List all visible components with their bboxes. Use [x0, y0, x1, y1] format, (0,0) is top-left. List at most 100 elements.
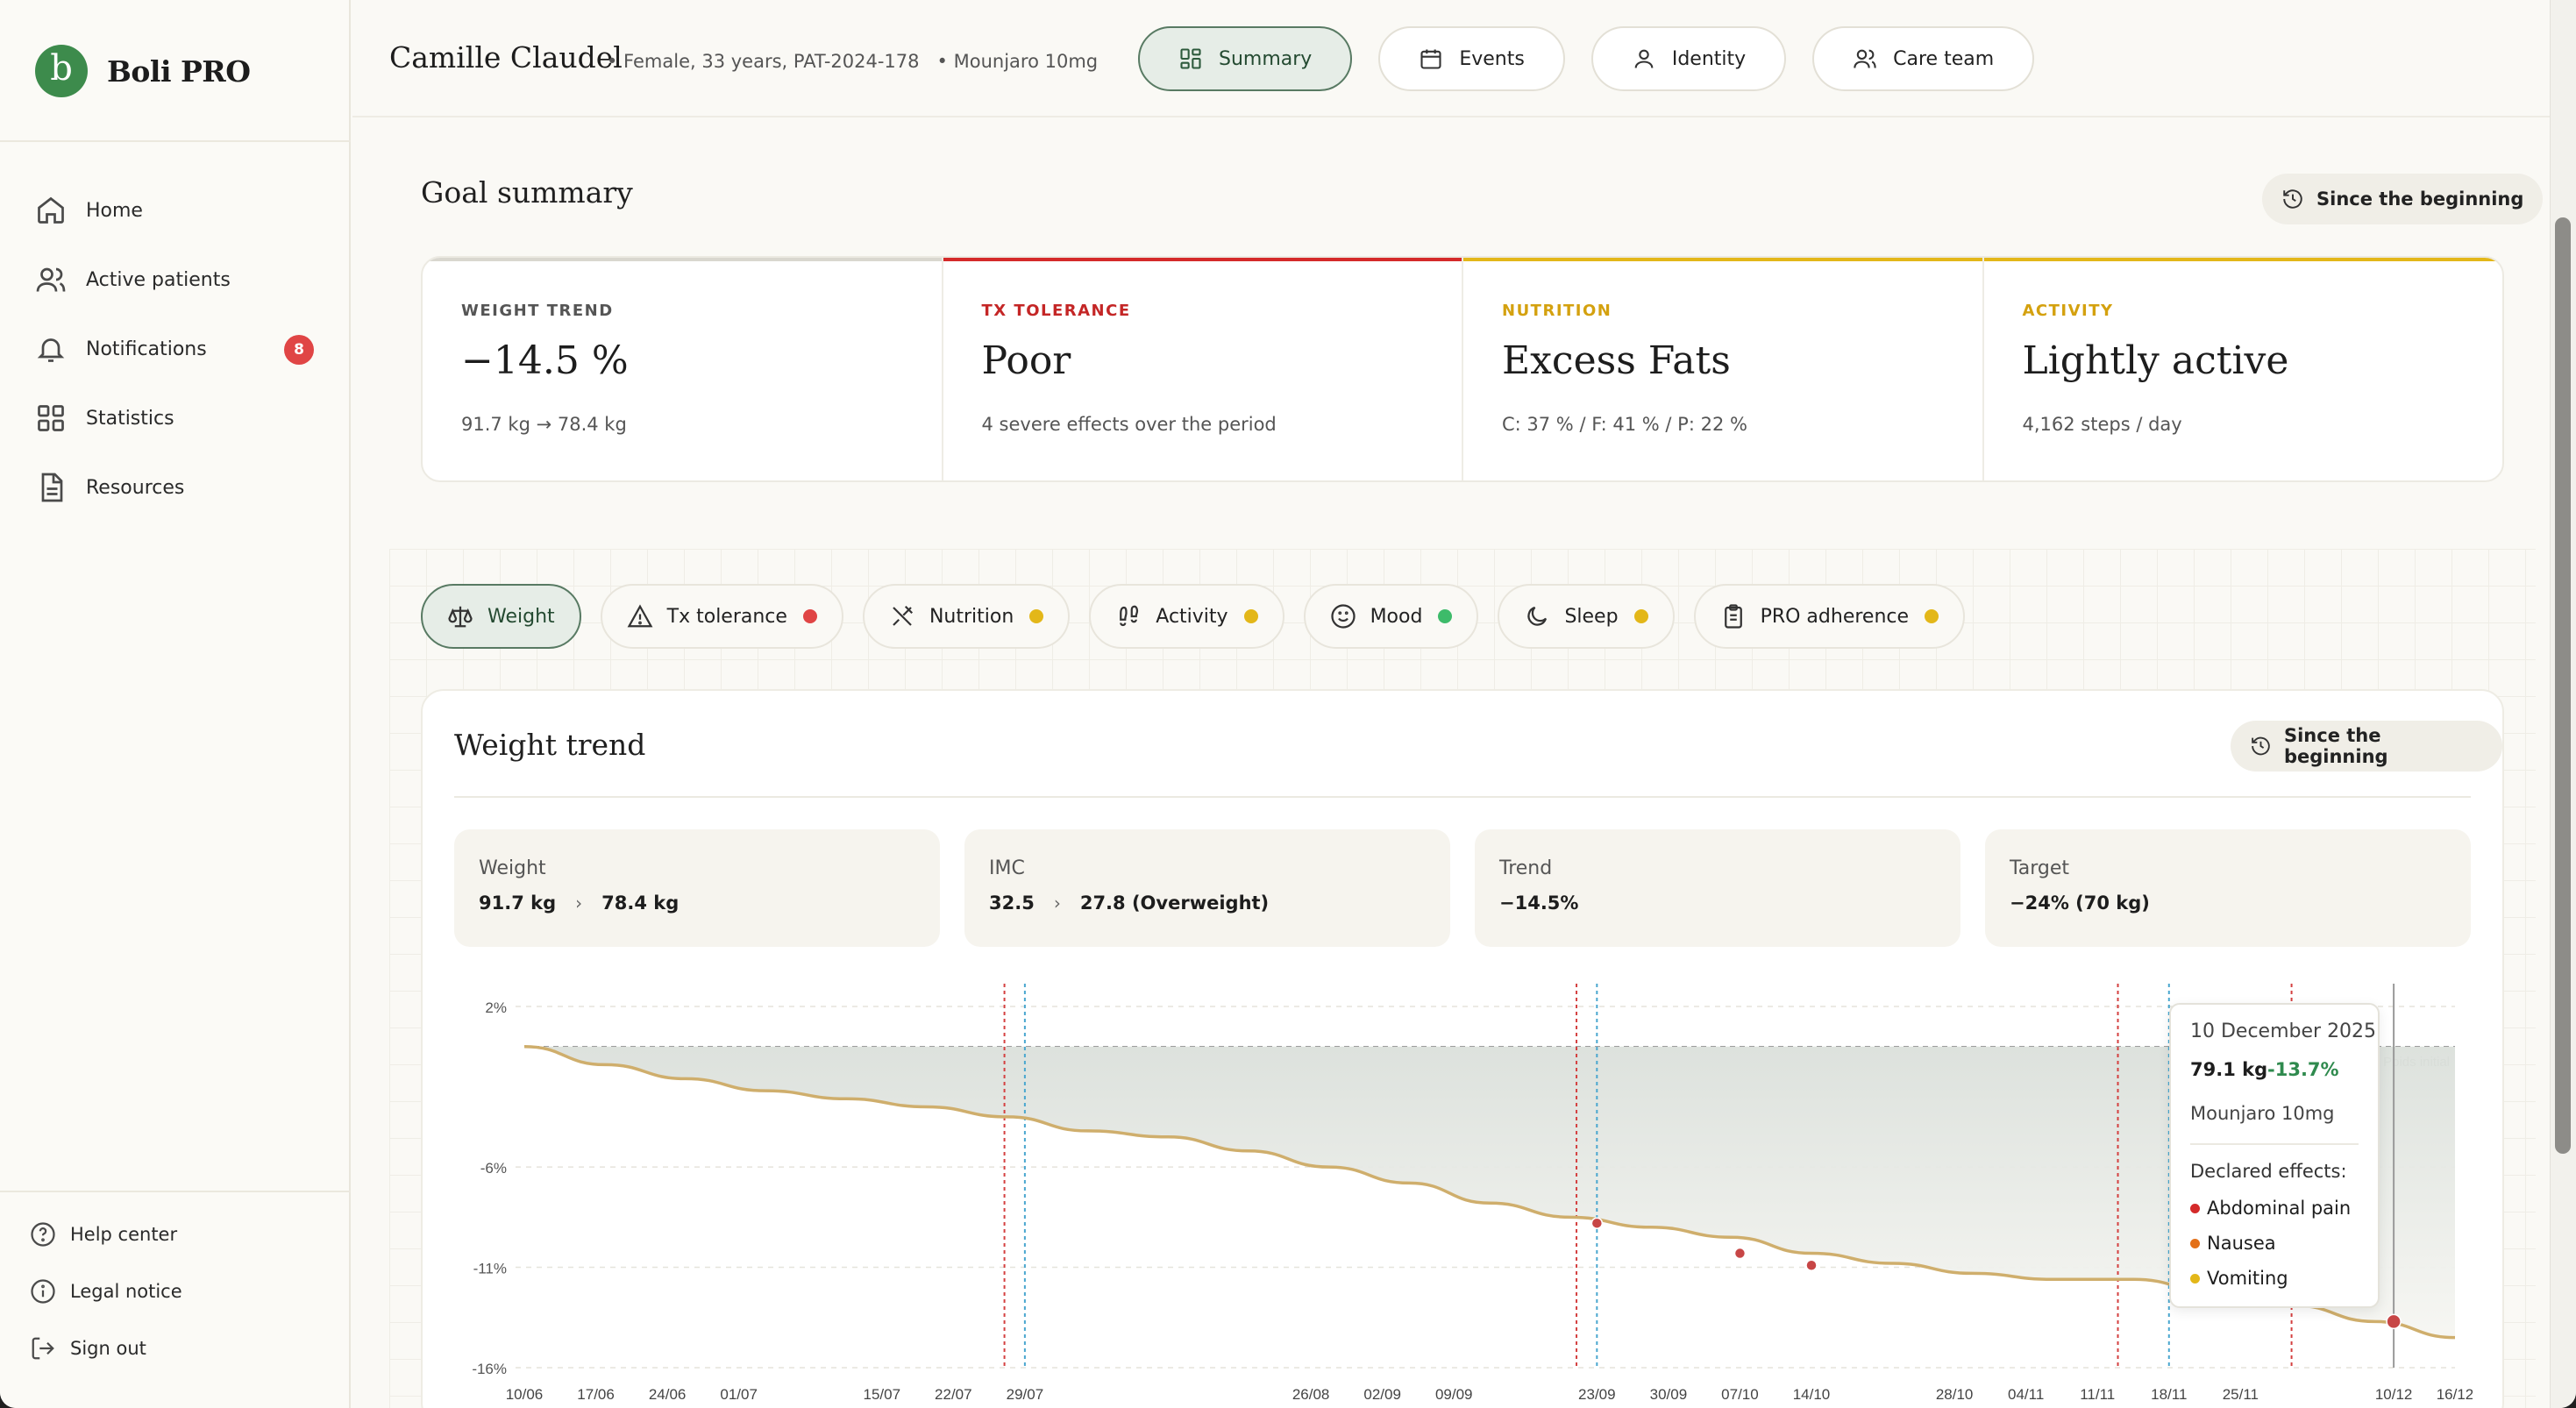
tab-identity[interactable]: Identity	[1590, 26, 1787, 91]
users-icon	[36, 267, 66, 292]
sidebar-item-home[interactable]: Home	[35, 186, 316, 235]
x-tick-label: 24/06	[649, 1386, 687, 1403]
metric-tab-activity[interactable]: Activity	[1089, 584, 1284, 649]
goal-card-nutrition[interactable]: NUTRITION Excess Fats C: 37 % / F: 41 % …	[1463, 258, 1984, 480]
stat-from: 91.7 kg	[479, 892, 557, 914]
effect-label: Abdominal pain	[2207, 1198, 2352, 1219]
legal-notice-label: Legal notice	[70, 1281, 182, 1302]
sidebar-item-notifications[interactable]: Notifications 8	[35, 324, 316, 373]
sign-out-label: Sign out	[70, 1338, 146, 1359]
metric-tab-nutrition[interactable]: Nutrition	[862, 584, 1071, 649]
metric-tab-label: Activity	[1156, 605, 1228, 628]
side-effect-point	[1805, 1259, 1818, 1272]
x-tick-label: 16/12	[2437, 1386, 2473, 1403]
goal-sub: 91.7 kg → 78.4 kg	[461, 414, 627, 435]
chevron-right-icon: ›	[1053, 892, 1061, 914]
goal-summary-cards: WEIGHT TREND −14.5 % 91.7 kg → 78.4 kg T…	[421, 256, 2504, 482]
x-tick-label: 09/09	[1435, 1386, 1473, 1403]
x-tick-label: 28/10	[1936, 1386, 1974, 1403]
side-effect-point	[1733, 1247, 1747, 1260]
tooltip-drug: Mounjaro 10mg	[2190, 1103, 2335, 1124]
warning-icon	[627, 604, 653, 628]
scrollbar-thumb[interactable]	[2555, 217, 2571, 1154]
weight-trend-chart[interactable]: 2%-6%-11%-16%Poids initial10/0617/0624/0…	[456, 984, 2473, 1408]
patient-name: Camille Claudel	[389, 40, 623, 75]
goal-sub: C: 37 % / F: 41 % / P: 22 %	[1502, 414, 1747, 435]
weight-trend-title: Weight trend	[454, 728, 646, 762]
tab-label: Summary	[1219, 47, 1313, 70]
status-dot	[1029, 609, 1044, 623]
metric-tab-weight[interactable]: Weight	[421, 584, 581, 649]
patient-tabs: Summary Events Identity Care team	[1138, 26, 2060, 91]
sidebar-item-active-patients[interactable]: Active patients	[35, 255, 316, 304]
sidebar-item-statistics[interactable]: Statistics	[35, 394, 316, 443]
stat-label: Target	[2010, 857, 2070, 879]
metric-tab-label: Tx tolerance	[666, 605, 787, 628]
effect-label: Vomiting	[2207, 1268, 2288, 1289]
tooltip-effect: Abdominal pain	[2190, 1198, 2351, 1219]
stat-to: 78.4 kg	[601, 892, 680, 914]
stat-label: Trend	[1499, 857, 1553, 879]
y-tick-label: -6%	[480, 1160, 507, 1177]
stat-label: IMC	[989, 857, 1025, 879]
period-label: Since the beginning	[2316, 188, 2524, 210]
goal-card-weight[interactable]: WEIGHT TREND −14.5 % 91.7 kg → 78.4 kg	[423, 258, 943, 480]
metric-tab-label: Sleep	[1564, 605, 1619, 628]
x-tick-label: 25/11	[2223, 1386, 2259, 1403]
metric-tab-sleep[interactable]: Sleep	[1498, 584, 1675, 649]
metric-tab-pro-adherence[interactable]: PRO adherence	[1693, 584, 1966, 649]
goal-summary-title: Goal summary	[421, 175, 633, 210]
x-tick-label: 23/09	[1578, 1386, 1616, 1403]
y-tick-label: 2%	[485, 999, 507, 1016]
stat-imc: IMC 32.5 › 27.8 (Overweight)	[964, 829, 1450, 947]
users-icon	[1854, 49, 1876, 68]
x-tick-label: 29/07	[1007, 1386, 1044, 1403]
weight-series-line	[523, 1045, 2456, 1340]
status-dot	[1925, 609, 1939, 623]
tab-label: Care team	[1893, 47, 1995, 70]
x-tick-label: 07/10	[1721, 1386, 1759, 1403]
tab-summary[interactable]: Summary	[1138, 26, 1353, 91]
utensils-icon	[893, 605, 913, 626]
period-label: Since the beginning	[2283, 725, 2388, 767]
patient-meta: • Female, 33 years, PAT-2024-178 • Mounj…	[607, 51, 1099, 72]
user-icon	[1634, 49, 1654, 68]
sidebar-item-resources[interactable]: Resources	[35, 463, 316, 512]
x-tick-label: 26/08	[1292, 1386, 1330, 1403]
grid-icon	[38, 405, 64, 431]
goal-card-tolerance[interactable]: TX TOLERANCE Poor 4 severe effects over …	[943, 258, 1463, 480]
sign-out-button[interactable]: Sign out	[30, 1331, 182, 1366]
x-tick-label: 18/11	[2151, 1386, 2187, 1403]
status-dot	[1438, 609, 1453, 623]
tab-label: Events	[1459, 47, 1525, 70]
scrollbar[interactable]	[2550, 0, 2576, 1408]
history-icon	[2283, 189, 2302, 209]
sidebar-footer: Help center Legal notice Sign out	[30, 1217, 182, 1388]
tooltip-effects-title: Declared effects:	[2190, 1161, 2347, 1182]
weight-period-button[interactable]: Since the beginning	[2231, 721, 2502, 772]
metric-tab-tx-tolerance[interactable]: Tx tolerance	[600, 584, 843, 649]
x-tick-label: 22/07	[935, 1386, 972, 1403]
metric-tab-mood[interactable]: Mood	[1303, 584, 1479, 649]
notification-count-badge: 8	[284, 335, 314, 365]
y-tick-label: -16%	[472, 1361, 507, 1377]
legal-notice-link[interactable]: Legal notice	[30, 1274, 182, 1309]
effect-dot	[2190, 1273, 2200, 1284]
stat-value: 32.5 › 27.8 (Overweight)	[989, 892, 1269, 914]
clipboard-icon	[1724, 604, 1742, 629]
tab-care-team[interactable]: Care team	[1812, 26, 2035, 91]
x-tick-label: 17/06	[577, 1386, 615, 1403]
effect-dot	[2190, 1238, 2200, 1248]
x-tick-label: 11/11	[2080, 1386, 2115, 1403]
metric-tab-label: Weight	[487, 605, 555, 628]
x-tick-label: 30/09	[1650, 1386, 1688, 1403]
status-dot	[802, 609, 817, 623]
tab-events[interactable]: Events	[1378, 26, 1565, 91]
goal-period-button[interactable]: Since the beginning	[2262, 174, 2544, 224]
help-center-link[interactable]: Help center	[30, 1217, 182, 1252]
goal-label: NUTRITION	[1502, 302, 1612, 320]
goal-card-activity[interactable]: ACTIVITY Lightly active 4,162 steps / da…	[1983, 258, 2502, 480]
sidebar-nav: Home Active patients Notifications 8 Sta…	[35, 186, 316, 532]
brand[interactable]: b Boli PRO	[35, 44, 251, 98]
